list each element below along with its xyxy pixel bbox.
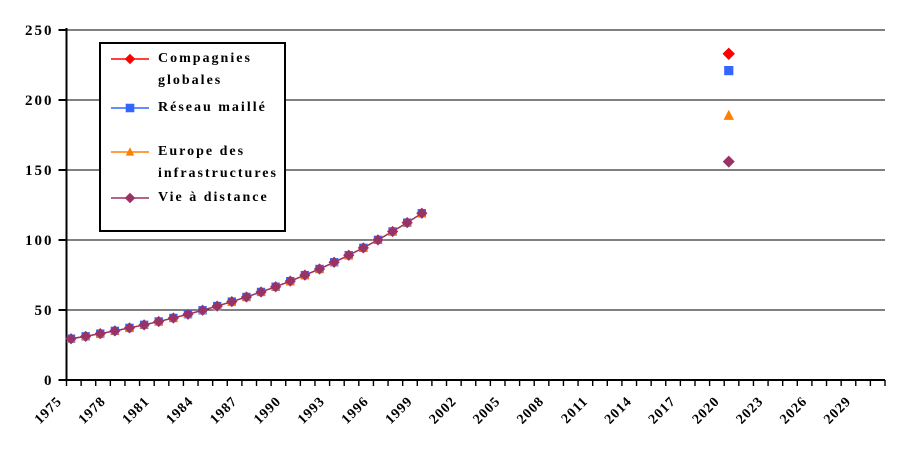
series-marker — [387, 225, 399, 237]
series-marker — [343, 249, 355, 261]
legend-label: Réseau maillé — [158, 100, 267, 115]
x-tick-label: 1996 — [339, 394, 372, 427]
x-tick-label: 2020 — [690, 394, 723, 427]
scenario-marker — [723, 109, 734, 120]
x-tick-label: 2014 — [602, 394, 635, 427]
y-tick-label: 250 — [25, 23, 54, 39]
legend-item-vie-a-distance: Vie à distance — [111, 187, 284, 209]
series-marker — [401, 217, 413, 229]
series-marker — [138, 319, 150, 331]
series-marker — [299, 269, 311, 281]
series-marker — [226, 296, 238, 308]
series-marker — [109, 325, 121, 337]
x-tick-label: 2029 — [821, 394, 854, 427]
series-marker — [123, 322, 135, 334]
legend-item-europe-des-infrastructures: Europe des infrastructures — [111, 141, 284, 185]
legend-item-reseau-maille: Réseau maillé — [111, 97, 284, 119]
series-marker — [94, 328, 106, 340]
x-tick-label: 1978 — [76, 394, 109, 427]
series-marker — [80, 330, 92, 342]
x-tick-label: 2011 — [559, 394, 592, 427]
series-marker — [153, 315, 165, 327]
legend-marker-red-diamond-icon — [111, 52, 151, 66]
series-marker — [197, 304, 209, 316]
series-marker — [240, 291, 252, 303]
x-tick-label: 2008 — [514, 394, 547, 427]
x-tick-label: 1984 — [164, 394, 197, 427]
x-tick-label: 1999 — [383, 394, 416, 427]
y-tick-label: 100 — [25, 233, 54, 249]
legend-marker-orange-triangle-icon — [111, 145, 151, 159]
series-marker — [255, 286, 267, 298]
series-marker — [357, 242, 369, 254]
x-tick-label: 1981 — [120, 394, 153, 427]
series-line — [70, 212, 423, 340]
series-marker — [182, 308, 194, 320]
series-marker — [372, 234, 384, 246]
x-tick-label: 2026 — [778, 394, 811, 427]
y-tick-label: 150 — [25, 163, 54, 179]
x-tick-label: 1987 — [207, 394, 240, 427]
series-marker — [284, 275, 296, 287]
legend-label: Compagnies globales — [158, 51, 252, 88]
series-line — [70, 212, 423, 340]
legend-label: Vie à distance — [158, 190, 269, 205]
y-tick-label: 0 — [44, 373, 54, 389]
legend-item-compagnies-globales: Compagnies globales — [111, 48, 284, 92]
y-tick-label: 200 — [25, 93, 54, 109]
x-tick-label: 2017 — [646, 394, 679, 427]
x-tick-label: 1975 — [32, 394, 65, 427]
series-marker — [167, 312, 179, 324]
x-tick-label: 2002 — [427, 394, 460, 427]
x-tick-label: 1990 — [251, 394, 284, 427]
scenario-marker — [722, 155, 735, 168]
series-marker — [314, 263, 326, 275]
series-marker — [416, 207, 428, 219]
legend-marker-plum-diamond-icon — [111, 191, 151, 205]
scenario-marker — [722, 47, 735, 60]
series-marker — [65, 333, 77, 345]
series-marker — [270, 281, 282, 293]
series-line — [70, 212, 423, 340]
y-tick-label: 50 — [35, 303, 54, 319]
x-tick-label: 2023 — [734, 394, 767, 427]
series-line — [70, 212, 423, 340]
series-marker — [211, 300, 223, 312]
legend-marker-blue-square-icon — [111, 101, 151, 115]
x-tick-label: 1993 — [295, 394, 328, 427]
scenario-marker — [724, 66, 734, 76]
legend-label: Europe des infrastructures — [158, 144, 278, 181]
chart-legend: Compagnies globales Réseau maillé Europe… — [99, 42, 286, 232]
series-marker — [328, 256, 340, 268]
x-tick-label: 2005 — [471, 394, 504, 427]
